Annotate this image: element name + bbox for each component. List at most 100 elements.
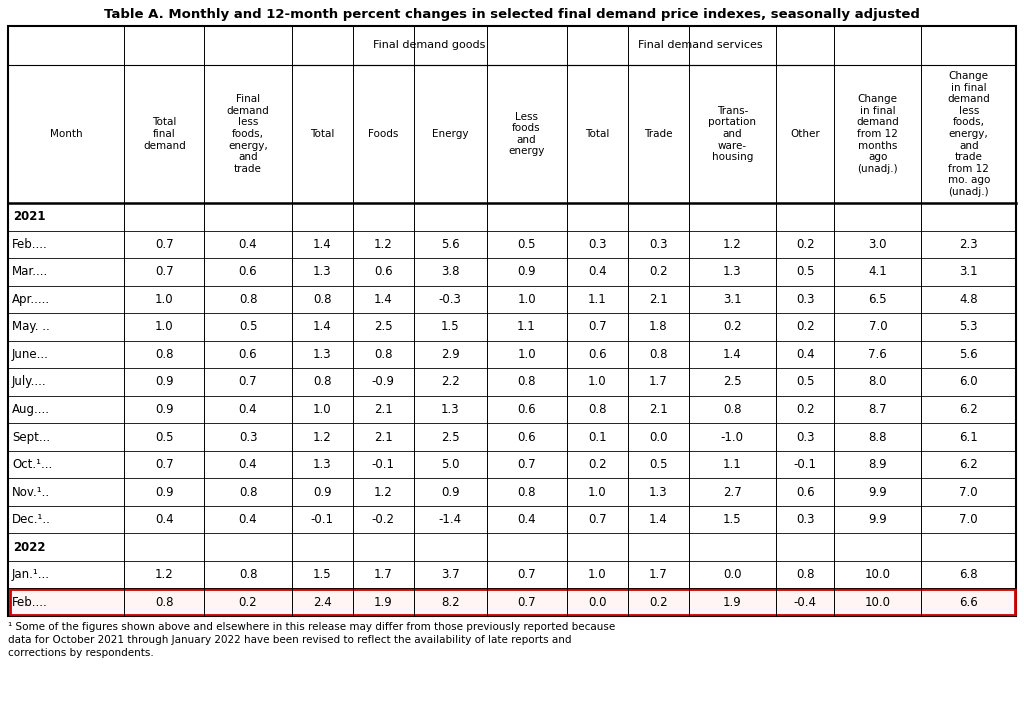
Text: 0.7: 0.7: [517, 458, 536, 471]
Text: 0.7: 0.7: [155, 458, 174, 471]
Text: 5.3: 5.3: [959, 320, 978, 334]
Text: 7.0: 7.0: [959, 513, 978, 526]
Text: June...: June...: [12, 348, 49, 361]
Text: 6.5: 6.5: [868, 293, 887, 306]
Text: 2.1: 2.1: [374, 431, 392, 444]
Text: 0.8: 0.8: [155, 348, 174, 361]
Text: 0.3: 0.3: [796, 431, 814, 444]
Text: 1.4: 1.4: [312, 320, 332, 334]
Text: 0.7: 0.7: [239, 375, 257, 389]
Text: Total: Total: [585, 129, 609, 139]
Text: 6.0: 6.0: [959, 375, 978, 389]
Text: Foods: Foods: [368, 129, 398, 139]
Text: 0.9: 0.9: [517, 265, 536, 278]
Text: 1.0: 1.0: [517, 348, 536, 361]
Text: Final
demand
less
foods,
energy,
and
trade: Final demand less foods, energy, and tra…: [226, 94, 269, 174]
Text: 0.2: 0.2: [796, 403, 814, 416]
Text: 8.7: 8.7: [868, 403, 887, 416]
Text: 7.0: 7.0: [868, 320, 887, 334]
Text: 3.7: 3.7: [441, 568, 460, 582]
Text: ¹ Some of the figures shown above and elsewhere in this release may differ from : ¹ Some of the figures shown above and el…: [8, 622, 615, 658]
Text: 0.4: 0.4: [517, 513, 536, 526]
Text: 1.4: 1.4: [723, 348, 741, 361]
Text: 2.1: 2.1: [649, 403, 668, 416]
Text: 1.2: 1.2: [374, 486, 392, 498]
Text: 5.6: 5.6: [441, 238, 460, 251]
Text: 0.6: 0.6: [517, 431, 536, 444]
Text: Change
in final
demand
less
foods,
energy,
and
trade
from 12
mo. ago
(unadj.): Change in final demand less foods, energ…: [947, 71, 990, 197]
Bar: [8, 26, 1016, 616]
Text: 1.0: 1.0: [155, 293, 174, 306]
Text: 1.5: 1.5: [723, 513, 741, 526]
Text: -0.3: -0.3: [438, 293, 462, 306]
Text: Trade: Trade: [644, 129, 673, 139]
Text: 1.7: 1.7: [649, 568, 668, 582]
Text: 0.3: 0.3: [796, 293, 814, 306]
Text: 8.2: 8.2: [441, 596, 460, 609]
Text: 0.4: 0.4: [155, 513, 174, 526]
Text: 0.2: 0.2: [588, 458, 606, 471]
Text: 0.0: 0.0: [723, 568, 741, 582]
Text: 7.0: 7.0: [959, 486, 978, 498]
Text: Trans-
portation
and
ware-
housing: Trans- portation and ware- housing: [709, 106, 757, 162]
Text: 3.0: 3.0: [868, 238, 887, 251]
Text: 0.8: 0.8: [517, 375, 536, 389]
Text: 0.0: 0.0: [588, 596, 606, 609]
Text: Jan.¹...: Jan.¹...: [12, 568, 50, 582]
Text: 0.7: 0.7: [517, 568, 536, 582]
Text: 1.3: 1.3: [723, 265, 741, 278]
Text: 0.6: 0.6: [517, 403, 536, 416]
Text: Less
foods
and
energy: Less foods and energy: [508, 111, 545, 156]
Text: Mar....: Mar....: [12, 265, 48, 278]
Text: -0.1: -0.1: [310, 513, 334, 526]
Text: 0.4: 0.4: [239, 403, 257, 416]
Text: 1.4: 1.4: [312, 238, 332, 251]
Text: -0.2: -0.2: [372, 513, 395, 526]
Text: 2.9: 2.9: [440, 348, 460, 361]
Text: 2.3: 2.3: [959, 238, 978, 251]
Text: 0.4: 0.4: [239, 238, 257, 251]
Text: 1.3: 1.3: [649, 486, 668, 498]
Text: 0.6: 0.6: [588, 348, 606, 361]
Text: Apr.....: Apr.....: [12, 293, 50, 306]
Text: 1.0: 1.0: [517, 293, 536, 306]
Text: 0.4: 0.4: [239, 458, 257, 471]
Text: Final demand services: Final demand services: [638, 40, 763, 51]
Text: 1.3: 1.3: [313, 348, 332, 361]
Text: 6.2: 6.2: [959, 403, 978, 416]
Text: 5.0: 5.0: [441, 458, 460, 471]
Text: Aug....: Aug....: [12, 403, 50, 416]
Text: 2.5: 2.5: [723, 375, 741, 389]
Text: 0.8: 0.8: [649, 348, 668, 361]
Text: 0.8: 0.8: [239, 486, 257, 498]
Text: 0.5: 0.5: [155, 431, 174, 444]
Text: 0.6: 0.6: [239, 348, 257, 361]
Text: 0.0: 0.0: [649, 431, 668, 444]
Text: 10.0: 10.0: [865, 596, 891, 609]
Text: 0.8: 0.8: [239, 293, 257, 306]
Text: 1.0: 1.0: [155, 320, 174, 334]
Text: 0.7: 0.7: [155, 265, 174, 278]
Text: 0.2: 0.2: [649, 596, 668, 609]
Text: 0.3: 0.3: [239, 431, 257, 444]
Text: Month: Month: [50, 129, 83, 139]
Text: 1.7: 1.7: [374, 568, 392, 582]
Text: 0.9: 0.9: [155, 403, 174, 416]
Text: 0.3: 0.3: [796, 513, 814, 526]
Text: 0.6: 0.6: [796, 486, 814, 498]
Text: 0.5: 0.5: [517, 238, 536, 251]
Text: Dec.¹..: Dec.¹..: [12, 513, 51, 526]
Text: 1.3: 1.3: [441, 403, 460, 416]
Text: Total
final
demand: Total final demand: [143, 118, 185, 151]
Text: 0.9: 0.9: [441, 486, 460, 498]
Text: 2.2: 2.2: [440, 375, 460, 389]
Text: Other: Other: [791, 129, 820, 139]
Text: 0.5: 0.5: [649, 458, 668, 471]
Text: 0.8: 0.8: [313, 293, 332, 306]
Text: 1.3: 1.3: [313, 265, 332, 278]
Bar: [9, 589, 1015, 615]
Text: 0.8: 0.8: [155, 596, 174, 609]
Text: -1.0: -1.0: [721, 431, 743, 444]
Text: 1.2: 1.2: [312, 431, 332, 444]
Text: 8.9: 8.9: [868, 458, 887, 471]
